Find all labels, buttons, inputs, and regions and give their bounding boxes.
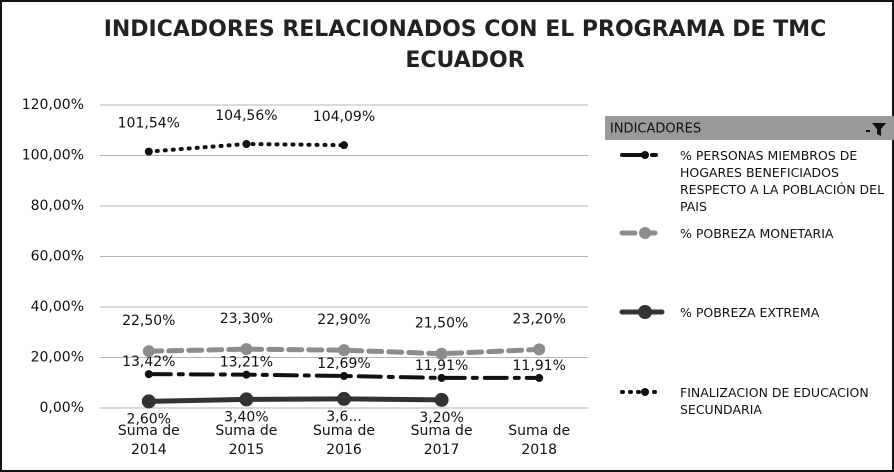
marker — [141, 394, 156, 409]
legend-marker — [639, 227, 651, 239]
data-label: 21,50% — [415, 316, 468, 332]
data-label: 13,42% — [122, 354, 175, 370]
y-tick-label: 100,00% — [22, 148, 84, 164]
x-tick-label: Suma de 2017 — [410, 423, 473, 458]
legend-title: INDICADORES — [610, 122, 701, 137]
marker — [340, 371, 348, 380]
legend-label: % PERSONAS MIEMBROS DE HOGARES BENEFICIA… — [680, 148, 885, 214]
data-label: 13,21% — [220, 355, 273, 371]
marker — [239, 392, 254, 407]
legend-label: FINALIZACION DE EDUCACION SECUNDARIA — [680, 385, 869, 417]
data-label: 104,09% — [313, 109, 375, 125]
data-label: 12,69% — [317, 356, 370, 372]
marker — [242, 139, 251, 148]
series-line — [146, 396, 445, 404]
marker — [242, 370, 251, 379]
x-tick-label: Suma de 2018 — [508, 423, 571, 458]
filter-icon[interactable] — [872, 123, 886, 136]
chart-title: INDICADORES RELACIONADOS CON EL PROGRAMA… — [103, 17, 827, 73]
data-label: 23,20% — [513, 311, 566, 327]
data-label: 101,54% — [118, 116, 180, 132]
marker — [240, 343, 253, 356]
y-tick-label: 60,00% — [31, 249, 84, 265]
y-tick-label: 0,00% — [40, 400, 84, 416]
marker — [340, 141, 348, 150]
y-tick-label: 80,00% — [31, 198, 84, 214]
marker — [437, 373, 446, 382]
legend-marker — [641, 151, 649, 159]
data-label: 3,6... — [326, 409, 362, 425]
data-label: 11,91% — [415, 358, 468, 374]
data-label: 3,20% — [419, 410, 463, 426]
marker — [533, 343, 546, 356]
x-tick-label: Suma de 2014 — [117, 423, 180, 458]
x-tick-label: Suma de 2016 — [313, 423, 375, 458]
marker — [435, 347, 448, 360]
legend-marker — [638, 305, 652, 319]
legend-label: % POBREZA MONETARIA — [680, 226, 834, 241]
y-tick-label: 20,00% — [31, 350, 84, 366]
legend-header — [605, 116, 894, 140]
marker — [144, 370, 153, 379]
filter-dash — [866, 130, 870, 132]
data-label: 22,90% — [317, 312, 370, 328]
x-tick-label: Suma de 2015 — [215, 423, 278, 458]
series-line — [146, 372, 542, 380]
marker — [144, 147, 153, 156]
y-tick-label: 40,00% — [31, 299, 84, 315]
marker — [337, 391, 351, 406]
data-label: 22,50% — [122, 313, 175, 329]
marker — [142, 345, 155, 358]
legend-label: % POBREZA EXTREMA — [680, 305, 820, 320]
marker — [434, 392, 449, 407]
data-label: 11,91% — [513, 358, 566, 374]
data-label: 104,56% — [215, 108, 277, 124]
data-label: 3,40% — [224, 409, 268, 425]
marker — [535, 373, 544, 382]
y-tick-label: 120,00% — [22, 97, 84, 113]
data-label: 2,60% — [127, 411, 171, 427]
legend-marker — [641, 388, 649, 396]
marker — [338, 344, 350, 357]
data-label: 23,30% — [220, 311, 273, 327]
